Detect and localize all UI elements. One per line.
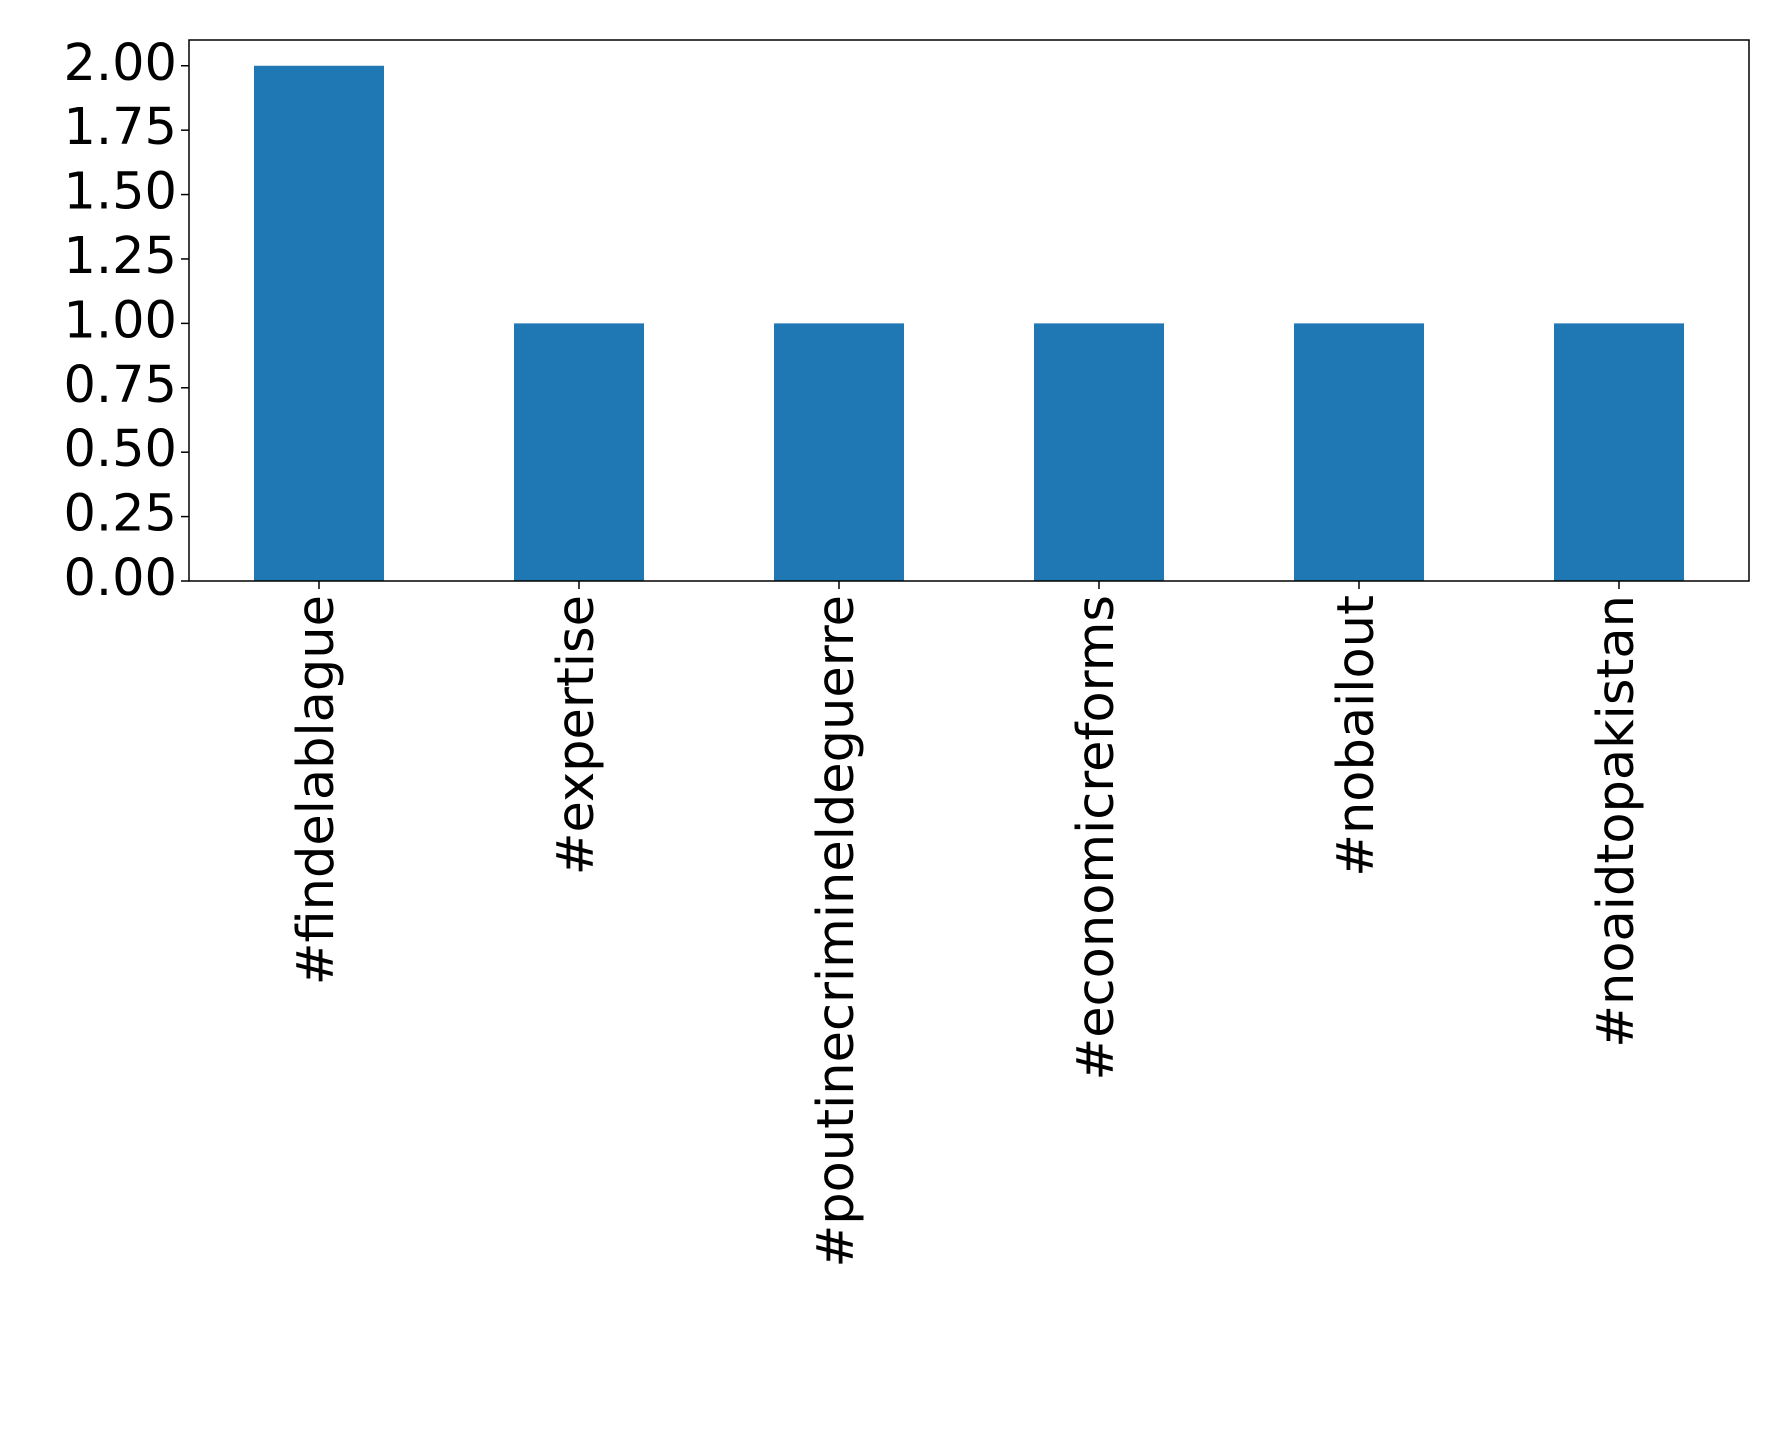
bar: [1294, 323, 1424, 581]
y-tick-label: 0.00: [63, 549, 177, 608]
x-tick-label: #poutinecrimineldeguerre: [807, 595, 866, 1268]
y-tick-label: 1.50: [63, 163, 177, 222]
x-tick-label: #nobailout: [1327, 595, 1386, 877]
plot-frame: [188, 39, 1750, 582]
y-tick-label: 1.25: [63, 227, 177, 286]
y-tick-label: 0.75: [63, 356, 177, 415]
bar: [1034, 323, 1164, 581]
x-tick-label: #noaidtopakistan: [1587, 595, 1646, 1048]
y-tick-label: 0.50: [63, 420, 177, 479]
bar: [254, 65, 384, 581]
y-tick-label: 1.75: [63, 98, 177, 157]
y-tick-label: 1.00: [63, 291, 177, 350]
bar: [1554, 323, 1684, 581]
y-tick-label: 0.25: [63, 485, 177, 544]
x-tick-label: #economicreforms: [1067, 595, 1126, 1080]
x-tick-label: #findelablague: [287, 595, 346, 985]
bar: [774, 323, 904, 581]
bar: [514, 323, 644, 581]
y-tick-label: 2.00: [63, 34, 177, 93]
x-tick-label: #expertise: [547, 595, 606, 875]
